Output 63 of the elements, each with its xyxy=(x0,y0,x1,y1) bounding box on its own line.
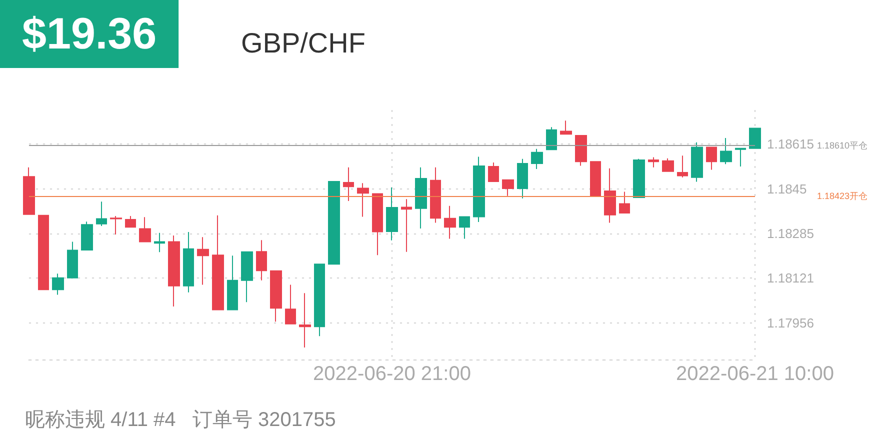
candlestick xyxy=(96,201,107,227)
candlestick xyxy=(285,284,296,324)
candlestick xyxy=(183,232,194,293)
candlestick xyxy=(473,156,485,222)
candlestick xyxy=(139,216,151,242)
candlestick xyxy=(52,273,64,296)
candlestick xyxy=(662,158,674,172)
y-tick-label: 1.18285 xyxy=(767,226,814,242)
candlestick xyxy=(81,221,93,250)
candlestick xyxy=(110,215,122,235)
candlestick xyxy=(314,264,325,337)
candlestick xyxy=(502,179,514,196)
y-tick-label: 1.1845 xyxy=(767,181,807,196)
candlestick xyxy=(227,255,238,310)
candlestick xyxy=(517,158,528,199)
candlestick xyxy=(677,155,688,178)
candlestick xyxy=(648,156,659,168)
candlestick xyxy=(197,236,209,286)
candlestick xyxy=(633,158,645,198)
candlestick xyxy=(459,216,470,240)
candlestick xyxy=(125,215,136,228)
x-tick-label: 2022-06-20 21:00 xyxy=(313,363,471,385)
candlestick xyxy=(560,120,572,135)
candlestick xyxy=(256,240,267,281)
candlestick xyxy=(444,205,456,240)
candlestick xyxy=(241,251,253,303)
candlestick xyxy=(328,180,340,265)
y-tick-label: 1.18615 xyxy=(767,136,814,152)
ref-line-label: 1.18610平仓 xyxy=(817,140,868,150)
candlestick xyxy=(749,128,761,149)
candlestick xyxy=(706,146,717,170)
candlestick xyxy=(430,166,441,224)
candlestick xyxy=(546,126,557,150)
candlestick xyxy=(531,148,543,170)
candlestick xyxy=(67,241,78,278)
ref-line-label: 1.18423开仓 xyxy=(817,191,868,202)
candlestick xyxy=(38,214,49,290)
chart-title: GBP/CHF xyxy=(241,28,366,58)
candlestick xyxy=(401,198,412,252)
candlestick xyxy=(270,270,282,322)
candlestick xyxy=(720,137,732,165)
candlestick xyxy=(691,142,703,182)
candlestick xyxy=(168,235,180,307)
candlestick xyxy=(604,168,616,224)
candlestick xyxy=(488,162,499,182)
candlestick xyxy=(154,232,165,253)
candlestick xyxy=(575,135,587,166)
candlestick xyxy=(386,186,398,241)
candlestick xyxy=(299,292,311,348)
x-tick-label: 2022-06-21 10:00 xyxy=(676,363,834,385)
candlestick xyxy=(735,148,746,168)
candlestick xyxy=(590,161,601,196)
candlestick xyxy=(343,166,354,202)
text: 昵称违规 4/11 #4 订单号 3201755 xyxy=(25,409,336,431)
y-tick-label: 1.18121 xyxy=(767,270,814,286)
candlestick xyxy=(372,193,383,256)
candlestick xyxy=(212,214,224,310)
candlestick xyxy=(23,166,35,215)
text: $19.36 xyxy=(22,10,157,58)
candlestick xyxy=(357,182,369,218)
candlestick xyxy=(415,166,427,229)
candlestick xyxy=(619,191,630,214)
y-tick-label: 1.17956 xyxy=(767,316,814,331)
